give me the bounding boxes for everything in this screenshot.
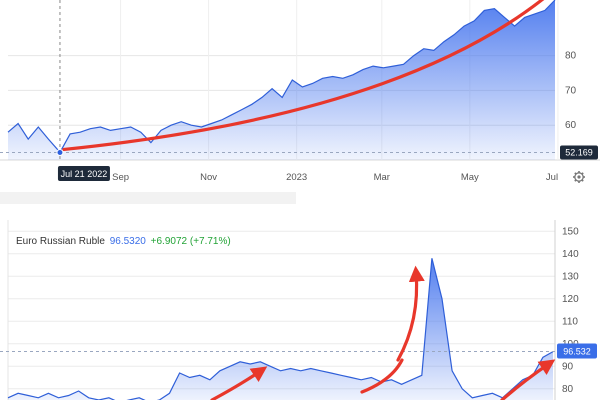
y-tick-label: 140 — [562, 249, 579, 260]
y-tick-label: 80 — [562, 384, 574, 395]
top-chart-area — [7, 0, 556, 160]
bottom-chart-trend-arrows — [210, 265, 556, 400]
trend-arrow — [396, 265, 425, 362]
y-tick-label: 90 — [562, 361, 574, 372]
x-tick-label: Sep — [112, 172, 129, 183]
trend-arrow — [62, 0, 545, 152]
y-tick-label: 130 — [562, 271, 579, 282]
top-chart: 60 70 80 Sep Nov 2023 Mar May Jul Jul 21 2022 5… — [0, 0, 600, 192]
y-tick-label: 80 — [565, 51, 577, 62]
trend-arrow — [210, 366, 268, 400]
x-tick-label: Jul — [546, 172, 558, 183]
x-tick-label: May — [461, 172, 479, 183]
top-chart-y-axis: 60 70 80 — [565, 51, 577, 132]
current-price: 96.5320 — [109, 236, 146, 247]
series-line — [7, 258, 554, 400]
y-tick-label: 60 — [565, 120, 577, 131]
last-value-label: 96.532 — [563, 347, 591, 357]
chart-settings-gear-icon[interactable] — [573, 171, 585, 183]
trend-arrow — [500, 359, 556, 400]
price-change: +6.9072 (+7.71%) — [150, 236, 231, 247]
x-tick-label: Nov — [200, 172, 217, 183]
top-chart-x-axis: Sep Nov 2023 Mar May Jul — [112, 172, 558, 183]
last-value-badge: 96.532 — [557, 343, 597, 359]
crosshair-date-label: Jul 21 2022 — [61, 169, 108, 179]
crosshair-date-badge: Jul 21 2022 — [57, 166, 110, 181]
crosshair-point — [56, 148, 64, 156]
x-tick-label: Mar — [374, 172, 390, 183]
bottom-chart-background — [0, 220, 600, 400]
area-fill — [8, 258, 553, 400]
y-tick-label: 110 — [562, 316, 578, 327]
bottom-chart-area — [7, 258, 554, 400]
top-chart-trend-arrow — [62, 0, 545, 152]
series-line — [7, 0, 556, 154]
last-value-label: 52.169 — [565, 147, 593, 157]
last-value-badge: 52.169 — [560, 145, 598, 160]
x-tick-label: 2023 — [286, 172, 307, 183]
y-tick-label: 150 — [562, 226, 579, 237]
bottom-chart: 8090100110120130140150 96.532 — [0, 220, 600, 400]
area-fill — [8, 0, 555, 160]
y-tick-label: 120 — [562, 294, 579, 305]
separator-strip — [0, 192, 296, 204]
pair-name: Euro Russian Ruble — [16, 236, 105, 247]
trend-arrow — [360, 358, 404, 394]
chart-header: Euro Russian Ruble 96.5320 +6.9072 (+7.7… — [16, 236, 231, 247]
y-tick-label: 70 — [565, 85, 577, 96]
